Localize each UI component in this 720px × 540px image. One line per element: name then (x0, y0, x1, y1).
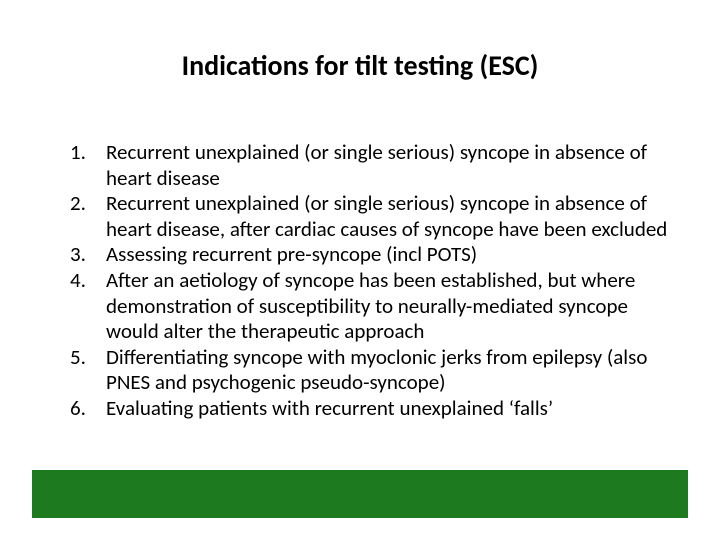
list-item: Assessing recurrent pre-syncope (incl PO… (70, 242, 670, 268)
footer-bar (32, 470, 688, 518)
content-list-wrap: Recurrent unexplained (or single serious… (70, 140, 670, 422)
numbered-list: Recurrent unexplained (or single serious… (70, 140, 670, 422)
slide: Indications for tilt testing (ESC) Recur… (0, 0, 720, 540)
list-item: Evaluating patients with recurrent unexp… (70, 396, 670, 422)
list-item: Recurrent unexplained (or single serious… (70, 191, 670, 242)
list-item: After an aetiology of syncope has been e… (70, 268, 670, 345)
list-item: Recurrent unexplained (or single serious… (70, 140, 670, 191)
list-item: Differentiating syncope with myoclonic j… (70, 345, 670, 396)
slide-title: Indications for tilt testing (ESC) (0, 48, 720, 83)
